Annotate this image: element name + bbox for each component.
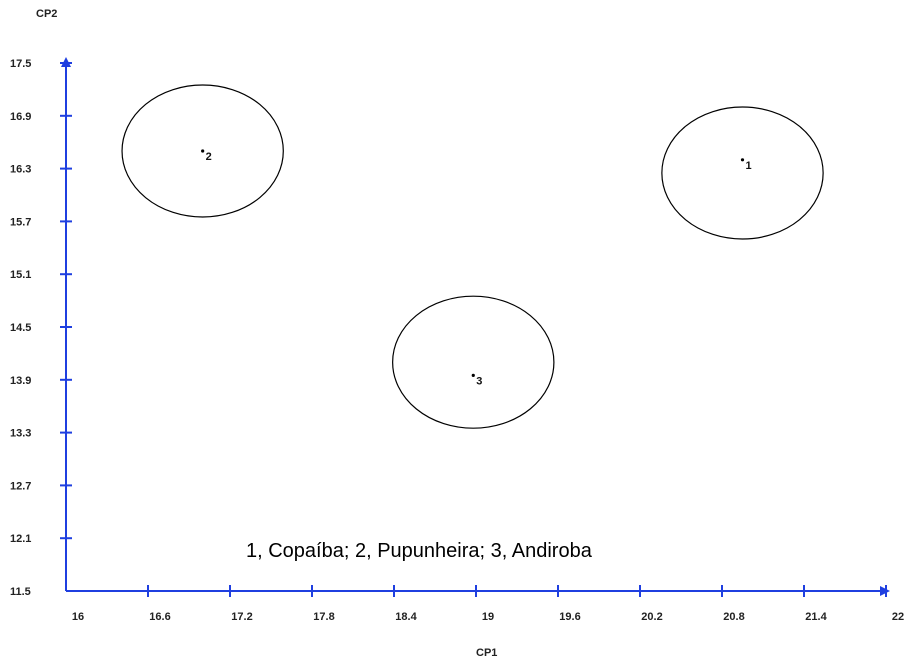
x-tick-label: 19 <box>482 611 494 623</box>
y-tick-label: 16.3 <box>10 164 31 176</box>
point-3 <box>471 373 475 377</box>
species-legend: 1, Copaíba; 2, Pupunheira; 3, Andiroba <box>246 540 593 562</box>
confidence-ellipses <box>121 84 824 429</box>
x-axis-title: CP1 <box>476 647 497 659</box>
x-tick-label: 17.8 <box>313 611 334 623</box>
x-tick-label: 19.6 <box>559 611 580 623</box>
x-tick-label: 16 <box>72 611 84 623</box>
y-tick-label: 14.5 <box>10 322 31 334</box>
axes: 16 16.6 17.2 17.8 18.4 19 19.6 20.2 20.8 21.4 2211… <box>10 57 904 623</box>
point-label-1: 1 <box>746 160 752 172</box>
point-label-3: 3 <box>476 375 482 387</box>
y-tick-label: 15.7 <box>10 216 31 228</box>
y-tick-label: 12.7 <box>10 480 31 492</box>
ellipse-2 <box>121 84 284 218</box>
y-tick-label: 15.1 <box>10 269 31 281</box>
x-tick-label: 20.8 <box>723 611 744 623</box>
point-label-2: 2 <box>206 151 212 163</box>
y-tick-label: 17.5 <box>10 58 31 70</box>
x-tick-label: 21.4 <box>805 611 827 623</box>
y-axis-title: CP2 <box>36 8 57 20</box>
point-1 <box>740 158 745 162</box>
point-2 <box>201 149 205 153</box>
y-tick-label: 16.9 <box>10 111 31 123</box>
data-points: 1 2 3 <box>201 149 752 387</box>
y-tick-label: 13.3 <box>10 428 31 440</box>
y-tick-label: 11.5 <box>10 586 31 598</box>
x-tick-label: 20.2 <box>641 611 662 623</box>
x-tick-label: 18.4 <box>395 611 417 623</box>
y-tick-label: 13.9 <box>10 375 31 387</box>
x-tick-label: 22 <box>892 611 904 623</box>
y-tick-label: 12.1 <box>10 533 31 545</box>
ellipse-1 <box>661 106 824 240</box>
x-tick-label: 16.6 <box>149 611 170 623</box>
ellipse-3 <box>392 295 555 429</box>
x-tick-label: 17.2 <box>231 611 252 623</box>
